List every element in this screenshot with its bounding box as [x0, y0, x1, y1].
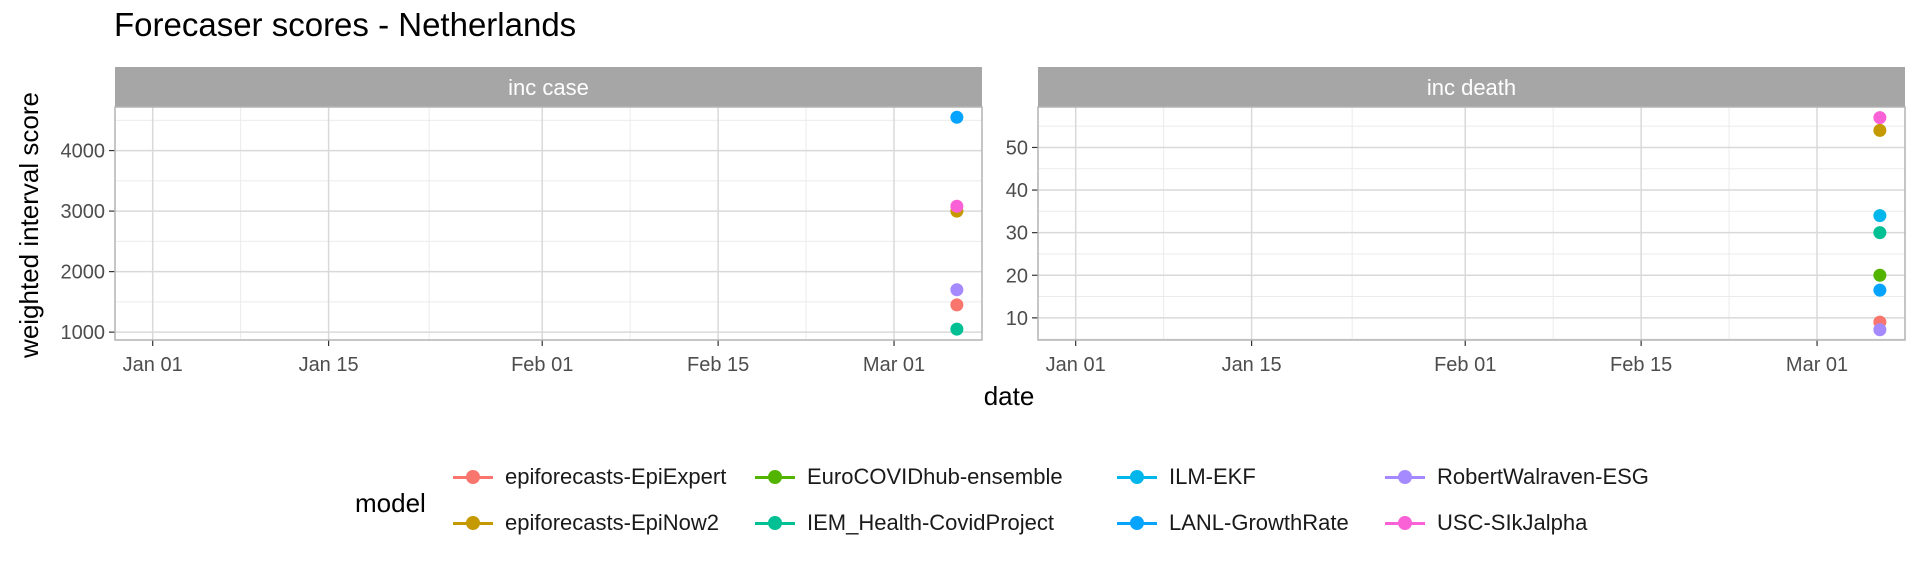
x-tick-label: Jan 01: [1046, 354, 1106, 376]
data-point: [950, 298, 964, 312]
legend-key: [1385, 467, 1425, 487]
data-point: [950, 110, 964, 124]
x-tick-label: Mar 01: [1786, 354, 1848, 376]
legend-item: EuroCOVIDhub-ensemble: [755, 460, 1063, 494]
x-tick-label: Feb 15: [1610, 354, 1672, 376]
x-tick-label: Feb 01: [1434, 354, 1496, 376]
legend-key: [453, 467, 493, 487]
data-point: [1873, 323, 1887, 337]
legend-item: IEM_Health-CovidProject: [755, 506, 1054, 540]
legend-title: model: [355, 488, 426, 518]
x-tick-label: Jan 01: [123, 354, 183, 376]
y-tick-label: 50: [1006, 137, 1028, 159]
legend-item: LANL-GrowthRate: [1117, 506, 1349, 540]
legend-label: ILM-EKF: [1169, 464, 1256, 489]
data-point: [1873, 209, 1887, 223]
legend-key: [1117, 467, 1157, 487]
y-axis-title: weighted interval score: [14, 92, 44, 359]
data-point: [1873, 111, 1887, 125]
data-point: [950, 283, 964, 297]
legend-label: epiforecasts-EpiExpert: [505, 464, 727, 489]
data-point: [950, 322, 964, 336]
data-point: [950, 199, 964, 213]
x-tick-label: Feb 15: [687, 354, 749, 376]
facet-label: inc death: [1427, 75, 1516, 100]
facet-strip: [115, 67, 982, 107]
legend-label: epiforecasts-EpiNow2: [505, 510, 719, 535]
legend-label: LANL-GrowthRate: [1169, 510, 1349, 535]
panel-inc-death: inc death Jan 01 Jan 15 Feb 01 Feb 15 Mar 01 1…: [1006, 67, 1906, 376]
panel-inc-case: inc case Jan 01 Jan 15 Feb 01 Feb 15 Mar 01 10…: [61, 67, 983, 376]
legend-key: [1385, 513, 1425, 533]
y-tick-label: 1000: [61, 322, 106, 344]
x-tick-label: Jan 15: [299, 354, 359, 376]
chart-title: Forecaser scores - Netherlands: [114, 6, 577, 43]
panel-border: [1037, 106, 1906, 341]
legend-key: [453, 513, 493, 533]
legend-label: EuroCOVIDhub-ensemble: [807, 464, 1063, 489]
x-tick-label: Mar 01: [863, 354, 925, 376]
legend-label: IEM_Health-CovidProject: [807, 510, 1054, 535]
y-tick-label: 3000: [61, 201, 106, 223]
data-point: [1873, 268, 1887, 282]
legend-item: ILM-EKF: [1117, 460, 1256, 494]
data-point: [1873, 123, 1887, 137]
y-tick-label: 20: [1006, 265, 1028, 287]
legend-item: epiforecasts-EpiExpert: [453, 460, 726, 494]
legend: model epiforecasts-EpiExpert epiforecasts…: [355, 458, 1755, 548]
panel-border: [114, 106, 983, 341]
x-tick-label: Feb 01: [511, 354, 573, 376]
legend-item: RobertWalraven-ESG: [1385, 460, 1649, 494]
legend-label: USC-SIkJalpha: [1437, 510, 1588, 535]
y-tick-label: 40: [1006, 180, 1028, 202]
data-point: [1873, 226, 1887, 240]
legend-item: USC-SIkJalpha: [1385, 506, 1587, 540]
legend-key: [755, 467, 795, 487]
legend-label: RobertWalraven-ESG: [1437, 464, 1649, 489]
legend-item: epiforecasts-EpiNow2: [453, 506, 719, 540]
facet-label: inc case: [508, 75, 589, 100]
legend-key: [1117, 513, 1157, 533]
x-axis-title: date: [984, 381, 1035, 411]
y-tick-label: 2000: [61, 262, 106, 284]
data-point: [1873, 283, 1887, 297]
legend-key: [755, 513, 795, 533]
y-tick-label: 30: [1006, 223, 1028, 245]
y-tick-label: 10: [1006, 308, 1028, 330]
facet-strip: [1038, 67, 1905, 107]
x-tick-label: Jan 15: [1222, 354, 1282, 376]
y-tick-label: 4000: [61, 141, 106, 163]
